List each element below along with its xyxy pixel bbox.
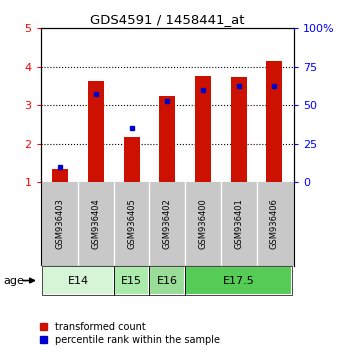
Bar: [124, 137, 140, 182]
Bar: [231, 77, 247, 182]
Bar: [42, 266, 114, 295]
Text: E17.5: E17.5: [223, 275, 255, 286]
Bar: [159, 96, 175, 182]
Bar: [149, 266, 185, 295]
Title: GDS4591 / 1458441_at: GDS4591 / 1458441_at: [90, 13, 245, 26]
Bar: [266, 62, 283, 182]
Bar: [114, 266, 149, 295]
Text: age: age: [3, 275, 24, 286]
Text: E14: E14: [68, 275, 89, 286]
Bar: [185, 266, 292, 295]
Text: E16: E16: [157, 275, 178, 286]
Bar: [88, 81, 104, 182]
Text: GSM936400: GSM936400: [198, 199, 208, 249]
Bar: [149, 266, 185, 295]
Bar: [114, 266, 149, 295]
Bar: [195, 76, 211, 182]
Text: GSM936404: GSM936404: [91, 199, 100, 249]
Text: GSM936403: GSM936403: [56, 199, 65, 249]
Bar: [52, 169, 68, 182]
Text: GSM936405: GSM936405: [127, 199, 136, 249]
Text: GSM936406: GSM936406: [270, 199, 279, 249]
Legend: transformed count, percentile rank within the sample: transformed count, percentile rank withi…: [39, 321, 221, 346]
Text: GSM936402: GSM936402: [163, 199, 172, 249]
Bar: [42, 266, 114, 295]
Bar: [185, 266, 292, 295]
Text: GSM936401: GSM936401: [234, 199, 243, 249]
Text: E15: E15: [121, 275, 142, 286]
